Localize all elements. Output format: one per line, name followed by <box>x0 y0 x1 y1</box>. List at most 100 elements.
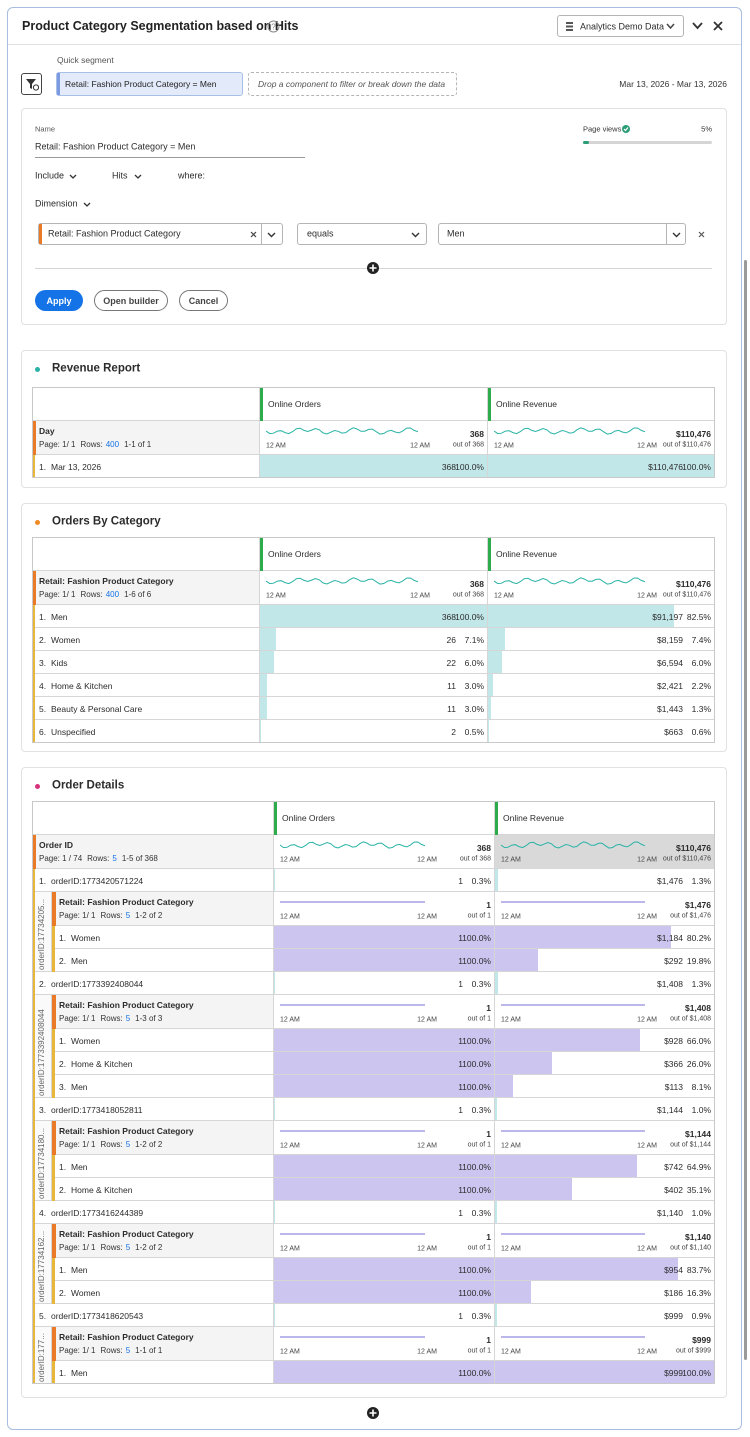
metric-cell <box>488 628 715 651</box>
rows-per-page[interactable]: 5 <box>125 911 131 920</box>
field-divider <box>666 224 667 244</box>
clear-icon[interactable] <box>250 231 257 238</box>
close-button[interactable] <box>713 21 723 31</box>
add-panel[interactable] <box>366 1406 380 1420</box>
metric-bar <box>274 1281 494 1303</box>
page-views-label: Page views <box>583 124 622 134</box>
metric-bar <box>488 720 490 742</box>
rows-per-page[interactable]: 400 <box>105 590 120 599</box>
metric-value: 22 <box>446 657 456 668</box>
metric-cell <box>488 697 715 720</box>
column-header <box>495 801 715 835</box>
metric-bar <box>495 926 671 948</box>
panel-title: Product Category Segmentation based on H… <box>22 18 299 33</box>
metric-bar <box>495 1281 531 1303</box>
hits-picker[interactable]: Hits <box>112 170 128 181</box>
page-views-pct: 5% <box>701 124 712 134</box>
include-picker[interactable]: Include <box>35 170 65 181</box>
row-label: Beauty & Personal Care <box>51 703 143 714</box>
metric-bar <box>495 1178 572 1200</box>
metric-cell <box>495 1281 715 1304</box>
metric-pct: 6.0% <box>691 657 711 668</box>
data-source-picker[interactable]: Analytics Demo Data <box>557 15 684 37</box>
name-value[interactable]: Retail: Fashion Product Category = Men <box>35 141 196 152</box>
metric-bar <box>274 1075 494 1097</box>
row-number: 1. <box>39 611 47 622</box>
metric-pct: 82.5% <box>686 611 711 622</box>
column-title: Online Orders <box>268 548 321 559</box>
panel-dot <box>35 520 40 525</box>
rows-per-page[interactable]: 400 <box>105 440 120 449</box>
field-accent <box>39 224 42 244</box>
date-range[interactable]: Mar 13, 2026 - Mar 13, 2026 <box>619 78 727 89</box>
value-field[interactable]: Men <box>438 223 686 245</box>
filter-button[interactable] <box>21 73 42 95</box>
row-range: 1-6 of 6 <box>124 590 152 599</box>
open-builder-button[interactable]: Open builder <box>94 290 168 311</box>
page-indicator: Page: 1/ 1 <box>39 590 76 599</box>
metric-pct: 0.3% <box>471 1310 491 1321</box>
column-accent <box>274 801 277 835</box>
row-label: Home & Kitchen <box>71 1058 133 1069</box>
totals-cell <box>495 1327 715 1361</box>
metric-value: $91,197 <box>652 611 683 622</box>
rows-per-page[interactable]: 5 <box>125 1140 131 1149</box>
dimension-picker[interactable]: Dimension <box>35 198 78 209</box>
operator-field[interactable]: equals <box>297 223 427 245</box>
metric-pct: 7.1% <box>464 634 484 645</box>
metric-value: $1,443 <box>657 703 683 714</box>
row-number: 2. <box>59 955 67 966</box>
breakdown-accent <box>32 892 35 972</box>
axis-end: 12 AM <box>410 442 430 450</box>
drop-zone[interactable]: Drop a component to filter or break down… <box>248 72 457 96</box>
row-range: 1-5 of 368 <box>121 854 158 863</box>
row-label-cell <box>52 1258 274 1281</box>
axis-end: 12 AM <box>637 1142 657 1150</box>
axis-start: 12 AM <box>266 592 286 600</box>
totals-cell <box>260 571 488 605</box>
axis-end: 12 AM <box>637 856 657 864</box>
row-label: Men <box>71 1161 88 1172</box>
metric-cell <box>488 651 715 674</box>
breakdown-side-label: orderID:17734180... <box>37 1127 46 1199</box>
add-rule[interactable] <box>366 261 380 275</box>
row-number: 1. <box>39 875 47 886</box>
total-out-of: out of 368 <box>452 441 484 449</box>
chevron <box>411 232 420 238</box>
metric-pct: 0.3% <box>471 875 491 886</box>
metric-cell <box>274 869 495 892</box>
row-number: 1. <box>59 1161 67 1172</box>
metric-bar <box>274 1361 494 1383</box>
segment-chip[interactable]: Retail: Fashion Product Category = Men <box>56 72 243 96</box>
name-underline <box>35 157 305 158</box>
metric-bar <box>495 1029 640 1051</box>
collapse-button[interactable] <box>692 22 703 30</box>
cancel-button[interactable]: Cancel <box>179 290 228 311</box>
remove-rule[interactable] <box>698 231 705 238</box>
axis-end: 12 AM <box>637 592 657 600</box>
help-icon[interactable]: ? <box>267 20 280 33</box>
metric-pct: 100.0% <box>462 1264 491 1275</box>
panel-title: Orders By Category <box>52 515 161 528</box>
metric-cell <box>274 1304 495 1327</box>
rows-per-page[interactable]: 5 <box>112 854 117 863</box>
rows-per-page[interactable]: 5 <box>125 1243 131 1252</box>
row-range: 1-1 of 1 <box>124 440 152 449</box>
metric-pct: 100.0% <box>462 1081 491 1092</box>
rows-per-page[interactable]: 5 <box>125 1346 131 1355</box>
metric-bar <box>260 720 262 742</box>
rows-label: Rows: <box>100 1243 123 1252</box>
rows-label: Rows: <box>100 911 123 920</box>
sparkline-path <box>494 577 645 585</box>
check-icon <box>622 125 630 133</box>
paging: Page: 1 / 74 Rows: 5 1-5 of 368 <box>39 855 158 863</box>
metric-cell <box>495 1304 715 1327</box>
page-indicator: Page: 1/ 1 <box>59 1014 96 1023</box>
metric-pct: 0.9% <box>691 1310 711 1321</box>
dimension-field[interactable]: Retail: Fashion Product Category <box>38 223 283 245</box>
rows-per-page[interactable]: 5 <box>125 1014 131 1023</box>
apply-button[interactable]: Apply <box>35 290 83 311</box>
axis-start: 12 AM <box>494 592 514 600</box>
row-accent <box>52 1178 55 1201</box>
metric-pct: 0.3% <box>471 1207 491 1218</box>
